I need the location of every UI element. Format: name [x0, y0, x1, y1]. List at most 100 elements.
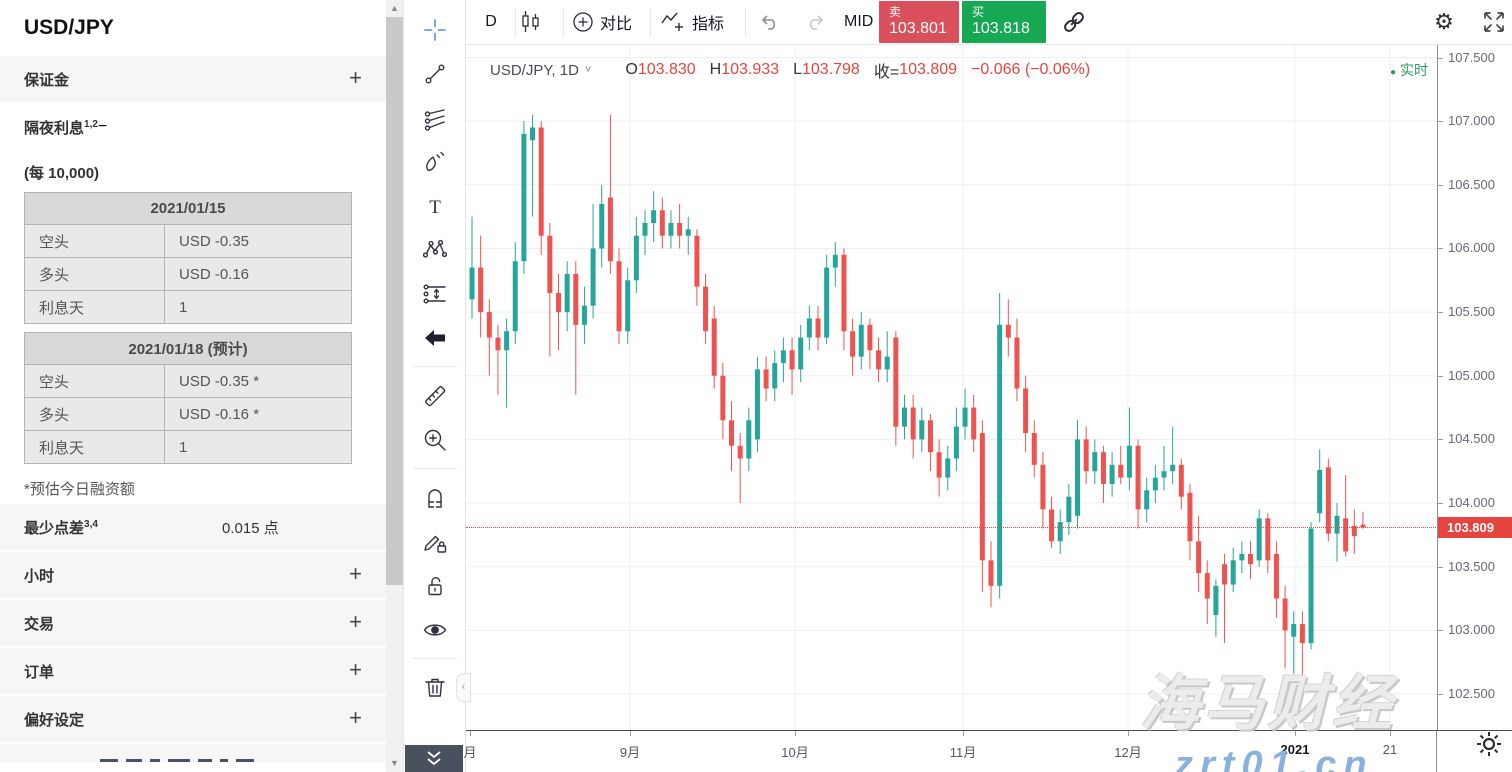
section-trading[interactable]: 交易 +: [0, 600, 386, 646]
chart-pane[interactable]: USD/JPY, 1D ˅ O 103.830 H 103.933 L 103.798…: [466, 45, 1436, 730]
time-axis-label: 12月: [1114, 745, 1142, 760]
tool-lock-all[interactable]: [421, 572, 449, 600]
close-value: 103.809: [899, 61, 958, 78]
time-axis[interactable]: 月 9月 10月 11月 12月 2021 21: [463, 730, 1512, 772]
sell-button[interactable]: 卖 103.801: [879, 1, 959, 43]
price-tick: [1438, 566, 1443, 568]
sidebar-scrollbar[interactable]: ▲ ▼: [386, 0, 403, 772]
time-axis-label: 11月: [949, 745, 977, 760]
mid-price-toggle[interactable]: MID: [844, 13, 874, 30]
tool-zoom-in[interactable]: [421, 426, 449, 454]
price-axis-label: 106.000: [1448, 240, 1495, 256]
min-spread-value: 0.015 点: [222, 519, 279, 537]
tool-ruler[interactable]: [421, 382, 449, 410]
chart-type-button[interactable]: [518, 0, 542, 44]
section-preferences[interactable]: 偏好设定 +: [0, 696, 386, 742]
section-hours[interactable]: 小时 +: [0, 552, 386, 598]
time-tick: [963, 731, 964, 736]
chevron-down-icon[interactable]: ˅: [584, 64, 592, 76]
collapse-toolbar-button[interactable]: [405, 745, 463, 772]
price-tick: [1438, 630, 1443, 632]
tool-pitchfork[interactable]: [421, 104, 449, 132]
row-value: 1: [164, 290, 352, 324]
scroll-up-icon[interactable]: ▲: [390, 3, 399, 13]
section-overnight-header[interactable]: 隔夜利息1,2 −: [0, 104, 386, 150]
toolbar-divider: [413, 468, 457, 469]
table-row: 多头 USD -0.16 *: [24, 397, 352, 431]
tool-xabcd-pattern[interactable]: [421, 236, 449, 264]
instrument-sidebar: USD/JPY 保证金 + 隔夜利息1,2 − (每 10,000) 2021/…: [0, 0, 404, 772]
link-order-button[interactable]: [1060, 0, 1088, 44]
footnote-ref: 1,2: [84, 118, 98, 130]
tool-hide-all[interactable]: [421, 616, 449, 644]
current-price-line: [466, 527, 1436, 529]
legend-symbol[interactable]: USD/JPY, 1D: [490, 61, 579, 79]
tool-trash[interactable]: [421, 674, 449, 702]
settings-button[interactable]: ⚙: [1428, 6, 1460, 38]
row-label: 空头: [24, 364, 165, 398]
close-label: 收=: [873, 64, 900, 81]
time-axis-label: 月: [463, 745, 477, 760]
min-spread-label: 最少点差3,4: [24, 518, 98, 537]
hide-all-icon: [423, 624, 447, 636]
collapse-icon[interactable]: −: [97, 118, 108, 135]
tool-arrow-marks[interactable]: [421, 324, 449, 352]
price-tick: [1438, 312, 1443, 314]
drawing-toolbar: T: [405, 0, 466, 772]
tool-magnet[interactable]: [421, 484, 449, 512]
price-axis[interactable]: 107.500 107.000 106.500 106.000 105.500 105.0…: [1437, 45, 1512, 731]
buy-button[interactable]: 买 103.818: [962, 1, 1046, 43]
gridlines: [466, 45, 1436, 730]
min-spread-row: 最少点差3,4 0.015 点: [0, 504, 386, 550]
expand-icon[interactable]: +: [349, 705, 362, 730]
compare-button[interactable]: 对比: [572, 0, 632, 44]
tool-drawing-lock[interactable]: [421, 528, 449, 556]
chart-top-toolbar: D 对比 指标: [466, 0, 1512, 45]
tool-crosshair[interactable]: [421, 16, 449, 44]
row-label: 多头: [24, 257, 165, 291]
redo-button[interactable]: [804, 0, 826, 44]
gear-icon: ⚙: [1434, 9, 1454, 34]
table-row: 多头 USD -0.16: [24, 257, 352, 291]
expand-icon[interactable]: +: [349, 657, 362, 682]
section-overnight: 隔夜利息1,2 − (每 10,000) 2021/01/15 空头 USD -0.…: [0, 104, 386, 504]
table-row: 空头 USD -0.35 *: [24, 364, 352, 398]
scrollbar-thumb[interactable]: [386, 17, 403, 585]
row-label: 空头: [24, 224, 165, 258]
scroll-down-icon[interactable]: ▼: [390, 758, 399, 768]
tool-text[interactable]: T: [421, 192, 449, 220]
candlestick-chart: [466, 45, 1436, 730]
magnet-icon: [428, 489, 442, 508]
realtime-badge: ● 实时: [1389, 62, 1428, 78]
overnight-interest-table: 2021/01/15 空头 USD -0.35 多头 USD -0.16 利息天 1: [24, 192, 352, 324]
chart-legend: USD/JPY, 1D ˅ O 103.830 H 103.933 L 103.798…: [490, 58, 1090, 82]
section-orders[interactable]: 订单 +: [0, 648, 386, 694]
price-tick: [1438, 184, 1443, 186]
time-axis-label: 10月: [781, 745, 809, 760]
expand-icon[interactable]: +: [349, 609, 362, 634]
high-value: 103.933: [721, 61, 780, 78]
expand-icon[interactable]: +: [349, 561, 362, 586]
indicators-button[interactable]: 指标: [660, 0, 724, 44]
price-tick: [1438, 375, 1443, 377]
xabcd-pattern-icon: [422, 239, 448, 258]
panel-collapse-handle[interactable]: ‹: [456, 673, 471, 702]
expand-icon[interactable]: +: [349, 65, 362, 90]
arrow-marks-icon: [425, 330, 445, 346]
lock-all-icon: [428, 577, 442, 596]
section-orders-label: 订单: [24, 663, 55, 681]
undo-icon: [761, 15, 776, 30]
fullscreen-button[interactable]: [1482, 10, 1506, 34]
section-margin[interactable]: 保证金 +: [0, 56, 386, 102]
tool-trend-line[interactable]: [421, 60, 449, 88]
interval-button[interactable]: D: [485, 13, 497, 30]
tool-brush[interactable]: [421, 148, 449, 176]
row-label: 多头: [24, 397, 165, 431]
cutoff-row: [0, 744, 386, 762]
tool-long-position[interactable]: [421, 280, 449, 308]
price-axis-label: 107.500: [1448, 49, 1495, 65]
undo-button[interactable]: [759, 0, 781, 44]
price-axis-label: 105.500: [1448, 304, 1495, 320]
zoom-in-icon: [424, 429, 446, 451]
